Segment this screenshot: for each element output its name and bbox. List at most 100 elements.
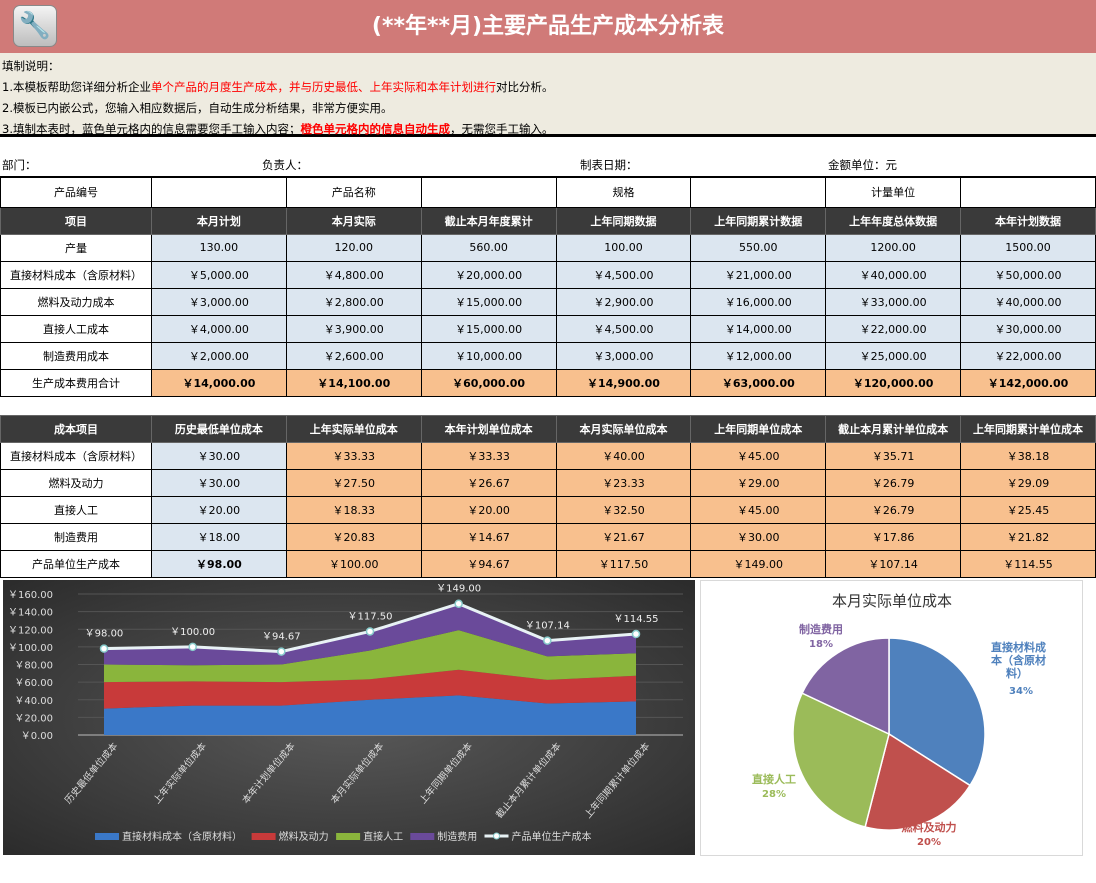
table2-row-cell: ￥40.00	[555, 442, 692, 470]
product-row-cell[interactable]	[690, 176, 827, 208]
table1-row-cell[interactable]: ￥40,000.00	[960, 287, 1096, 316]
table2-row-cell[interactable]: 燃料及动力	[0, 469, 152, 497]
table1-row-cell[interactable]: ￥4,500.00	[555, 314, 692, 343]
table1-row-cell[interactable]: 130.00	[151, 233, 287, 262]
table2-row-cell[interactable]: ￥18.00	[151, 523, 287, 551]
y-tick-label: ￥80.00	[14, 661, 53, 672]
area-series	[104, 630, 636, 683]
table2-row-cell[interactable]: ￥30.00	[151, 442, 287, 470]
table1-row-cell[interactable]: 直接材料成本（含原材料）	[0, 260, 152, 289]
unit-label: 金额单位：元	[828, 158, 897, 172]
product-row-cell[interactable]: 计量单位	[825, 176, 962, 208]
table1-row-cell[interactable]: ￥3,000.00	[555, 341, 692, 370]
product-row-cell[interactable]: 产品编号	[0, 176, 152, 208]
table2-row-cell[interactable]: 产品单位生产成本	[0, 550, 152, 578]
wrench-icon: 🔧	[13, 5, 57, 47]
table2-row-cell: ￥35.71	[825, 442, 962, 470]
table1-row-cell: ￥120,000.00	[825, 368, 962, 397]
table1-row-cell[interactable]: 直接人工成本	[0, 314, 152, 343]
table1-row-cell[interactable]: ￥25,000.00	[825, 341, 962, 370]
y-tick-label: ￥100.00	[8, 643, 53, 654]
table2-header-cell: 历史最低单位成本	[151, 415, 287, 443]
table1-row-cell[interactable]: ￥2,600.00	[285, 341, 422, 370]
table2-row-cell: ￥29.09	[960, 469, 1096, 497]
table1-row-cell[interactable]: ￥10,000.00	[420, 341, 557, 370]
table1-row-cell[interactable]: ￥15,000.00	[420, 287, 557, 316]
table1-row-cell[interactable]: ￥2,000.00	[151, 341, 287, 370]
product-row-cell[interactable]	[960, 176, 1096, 208]
pie-label: 制造费用	[799, 622, 843, 636]
product-row: 产品编号 产品名称 规格 计量单位	[0, 176, 1096, 208]
table1-row-cell[interactable]: ￥4,500.00	[555, 260, 692, 289]
table2-row-cell[interactable]: 直接人工	[0, 496, 152, 524]
table1-row-cell[interactable]: ￥33,000.00	[825, 287, 962, 316]
table1-row-cell[interactable]: 制造费用成本	[0, 341, 152, 370]
table1-row-cell: ￥14,100.00	[285, 368, 422, 397]
page-title: 🔧 (**年**月)主要产品生产成本分析表	[0, 0, 1096, 53]
table1-row-cell[interactable]: ￥4,000.00	[151, 314, 287, 343]
product-row-cell[interactable]: 产品名称	[285, 176, 422, 208]
table1-row-cell[interactable]: ￥16,000.00	[690, 287, 827, 316]
table2-row-cell[interactable]: 制造费用	[0, 523, 152, 551]
table1-row-cell[interactable]: ￥50,000.00	[960, 260, 1096, 289]
table1-row-cell[interactable]: ￥3,900.00	[285, 314, 422, 343]
y-tick-label: ￥120.00	[8, 625, 53, 636]
table1-row-cell[interactable]: ￥2,800.00	[285, 287, 422, 316]
table1-row-cell[interactable]: ￥20,000.00	[420, 260, 557, 289]
product-row-cell[interactable]: 规格	[555, 176, 692, 208]
y-tick-label: ￥160.00	[8, 590, 53, 601]
table1-row-cell[interactable]: ￥14,000.00	[690, 314, 827, 343]
table2-row-cell: ￥94.67	[420, 550, 557, 578]
pie-pct: 18%	[809, 639, 833, 650]
table2-row-cell[interactable]: ￥20.00	[151, 496, 287, 524]
owner-label: 负责人：	[262, 158, 308, 172]
table1-row-cell[interactable]: ￥4,800.00	[285, 260, 422, 289]
table1-row-cell[interactable]: ￥22,000.00	[825, 314, 962, 343]
pie-label: 燃料及动力	[901, 820, 957, 834]
table1-row-cell[interactable]: 生产成本费用合计	[0, 368, 152, 397]
table1-row-cell[interactable]: ￥40,000.00	[825, 260, 962, 289]
table2-row-cell[interactable]: 直接材料成本（含原材料）	[0, 442, 152, 470]
table1-row-cell[interactable]: 1500.00	[960, 233, 1096, 262]
table2-row-cell: ￥25.45	[960, 496, 1096, 524]
pie-label-line: 本（含原材	[991, 653, 1046, 667]
table2-row-cell: ￥117.50	[555, 550, 692, 578]
y-tick-label: ￥0.00	[21, 731, 53, 742]
table1-header-cell: 项目	[0, 206, 152, 235]
table1-row-cell[interactable]: ￥30,000.00	[960, 314, 1096, 343]
table2-row-cell[interactable]: ￥30.00	[151, 469, 287, 497]
legend-swatch	[251, 833, 276, 840]
table1-row-cell[interactable]: ￥2,900.00	[555, 287, 692, 316]
date-label: 制表日期：	[580, 158, 638, 172]
table1-row: 生产成本费用合计 ￥14,000.00 ￥14,100.00 ￥60,000.00 ￥1…	[0, 368, 1096, 397]
table2-row-cell: ￥20.00	[420, 496, 557, 524]
table1-row-cell[interactable]: 100.00	[555, 233, 692, 262]
x-tick-label: 上年实际单位成本	[151, 740, 209, 806]
line-point	[99, 644, 109, 653]
table1-row-cell[interactable]: ￥22,000.00	[960, 341, 1096, 370]
table1-row-cell[interactable]: ￥15,000.00	[420, 314, 557, 343]
table1-row-cell[interactable]: 550.00	[690, 233, 827, 262]
table1-row-cell[interactable]: ￥21,000.00	[690, 260, 827, 289]
table2-row-cell: ￥29.00	[690, 469, 827, 497]
table1-row-cell[interactable]: ￥3,000.00	[151, 287, 287, 316]
y-tick-label: ￥20.00	[14, 713, 53, 724]
table1-row-cell[interactable]: 产量	[0, 233, 152, 262]
table1-row-cell[interactable]: 1200.00	[825, 233, 962, 262]
product-info-table: 产品编号 产品名称 规格 计量单位 项目 本月计划 本月实际 截止本月年度累计 上年同期数据 上年…	[0, 176, 1096, 397]
table1-row-cell[interactable]: 560.00	[420, 233, 557, 262]
table1-row-cell[interactable]: 120.00	[285, 233, 422, 262]
area-series	[104, 695, 636, 735]
stacked-area-chart: ￥0.00 ￥20.00 ￥40.00 ￥60.00 ￥80.00 ￥100.00 ￥120…	[3, 580, 695, 855]
product-row-cell[interactable]	[151, 176, 287, 208]
y-tick-label: ￥40.00	[14, 696, 53, 707]
table1-row-cell[interactable]: 燃料及动力成本	[0, 287, 152, 316]
table2-row: 直接材料成本（含原材料） ￥30.00 ￥33.33 ￥33.33 ￥40.00 ￥45.…	[0, 442, 1096, 470]
dept-label: 部门：	[2, 158, 37, 172]
table1-row-cell[interactable]: ￥5,000.00	[151, 260, 287, 289]
product-row-cell[interactable]	[420, 176, 557, 208]
table2-header-cell: 成本项目	[0, 415, 152, 443]
table2-header-cell: 上年同期累计单位成本	[960, 415, 1096, 443]
note1-c: 对比分析。	[495, 80, 554, 94]
table1-row-cell[interactable]: ￥12,000.00	[690, 341, 827, 370]
